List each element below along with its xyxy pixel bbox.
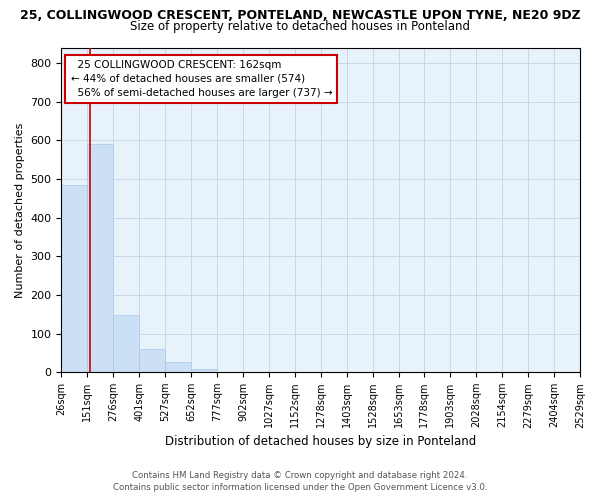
Bar xyxy=(139,348,165,372)
Bar xyxy=(61,185,88,372)
Bar xyxy=(88,144,113,372)
Y-axis label: Number of detached properties: Number of detached properties xyxy=(15,122,25,298)
Text: Size of property relative to detached houses in Ponteland: Size of property relative to detached ho… xyxy=(130,20,470,33)
Text: Contains HM Land Registry data © Crown copyright and database right 2024.
Contai: Contains HM Land Registry data © Crown c… xyxy=(113,470,487,492)
Bar xyxy=(113,314,139,372)
X-axis label: Distribution of detached houses by size in Ponteland: Distribution of detached houses by size … xyxy=(165,434,476,448)
Text: 25, COLLINGWOOD CRESCENT, PONTELAND, NEWCASTLE UPON TYNE, NE20 9DZ: 25, COLLINGWOOD CRESCENT, PONTELAND, NEW… xyxy=(20,9,580,22)
Bar xyxy=(191,368,217,372)
Text: 25 COLLINGWOOD CRESCENT: 162sqm
← 44% of detached houses are smaller (574)
  56%: 25 COLLINGWOOD CRESCENT: 162sqm ← 44% of… xyxy=(71,60,332,98)
Bar xyxy=(165,362,191,372)
